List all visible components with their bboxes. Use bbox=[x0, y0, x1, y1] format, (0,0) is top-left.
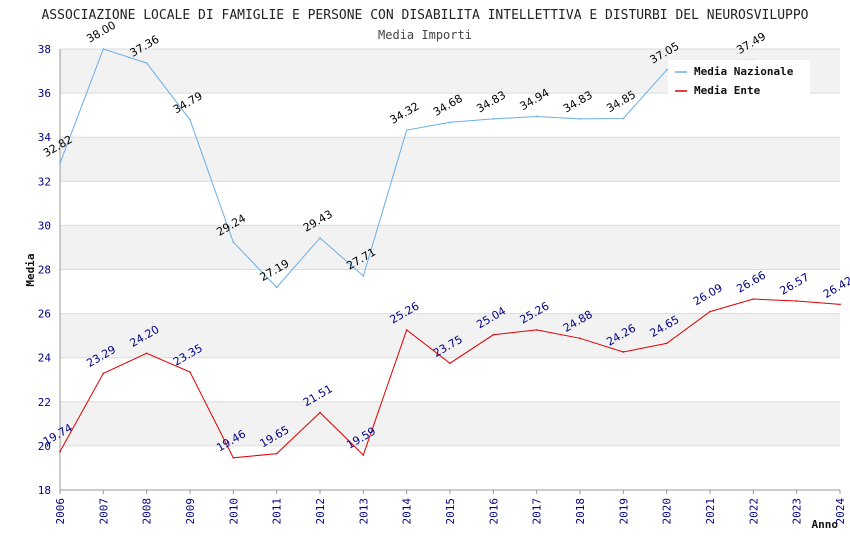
chart-subtitle: Media Importi bbox=[378, 28, 472, 42]
x-tick-label: 2019 bbox=[617, 498, 630, 525]
data-label: 26.57 bbox=[778, 271, 812, 298]
x-tick-label: 2010 bbox=[227, 498, 240, 525]
data-point bbox=[579, 118, 581, 120]
legend-label-ente: Media Ente bbox=[694, 84, 761, 97]
x-tick-label: 2017 bbox=[531, 498, 544, 525]
data-label: 34.32 bbox=[388, 100, 422, 127]
data-point bbox=[102, 372, 105, 375]
data-point bbox=[449, 362, 451, 365]
data-point bbox=[189, 371, 191, 373]
data-label: 34.68 bbox=[431, 92, 465, 119]
axes bbox=[59, 49, 841, 494]
x-tick-label: 2024 bbox=[834, 498, 847, 525]
legend-label-nazionale: Media Nazionale bbox=[694, 65, 794, 78]
x-tick-label: 2014 bbox=[401, 498, 414, 525]
data-point bbox=[145, 62, 148, 64]
data-point bbox=[405, 329, 408, 331]
plot-band bbox=[60, 401, 840, 446]
data-point bbox=[752, 298, 755, 300]
y-tick-label: 28 bbox=[38, 264, 51, 277]
gridlines bbox=[60, 48, 840, 491]
x-tick-label: 2015 bbox=[444, 498, 457, 525]
y-axis-title: Media bbox=[24, 253, 37, 286]
data-point bbox=[319, 411, 321, 414]
data-point bbox=[839, 303, 841, 306]
data-point bbox=[145, 352, 148, 355]
data-point bbox=[492, 333, 495, 336]
x-tick-label: 2022 bbox=[747, 498, 760, 525]
y-tick-label: 38 bbox=[38, 43, 51, 56]
data-label: 26.42 bbox=[821, 274, 850, 301]
data-point bbox=[232, 457, 235, 459]
x-axis-title: Anno bbox=[812, 518, 839, 531]
data-point bbox=[709, 310, 711, 313]
data-point bbox=[59, 162, 61, 165]
plot-band bbox=[60, 313, 840, 358]
y-tick-label: 32 bbox=[38, 175, 51, 188]
data-point bbox=[362, 454, 365, 456]
x-tick-label: 2016 bbox=[487, 498, 500, 524]
y-tick-label: 18 bbox=[38, 484, 51, 497]
plot-bands bbox=[60, 49, 840, 446]
y-tick-label: 26 bbox=[38, 308, 51, 321]
x-tick-label: 2013 bbox=[357, 498, 370, 525]
legend: Media Nazionale Media Ente bbox=[668, 60, 810, 97]
data-point bbox=[665, 69, 668, 71]
y-tick-label: 22 bbox=[38, 396, 51, 409]
y-tick-label: 24 bbox=[38, 352, 52, 365]
data-point bbox=[405, 129, 408, 131]
y-tick-label: 30 bbox=[38, 219, 51, 232]
data-label: 26.09 bbox=[691, 281, 725, 308]
x-tick-label: 2006 bbox=[54, 498, 67, 525]
x-tick-label: 2018 bbox=[574, 498, 587, 525]
data-point bbox=[622, 117, 625, 120]
data-point bbox=[275, 286, 278, 289]
x-tick-label: 2009 bbox=[184, 498, 197, 525]
y-tick-label: 34 bbox=[38, 131, 52, 144]
x-tick-label: 2007 bbox=[97, 498, 110, 525]
data-point bbox=[189, 118, 191, 121]
y-tick-label: 20 bbox=[38, 440, 51, 453]
plot-band bbox=[60, 137, 840, 182]
data-point bbox=[362, 275, 365, 277]
legend-background bbox=[668, 60, 810, 96]
data-point bbox=[665, 342, 668, 345]
plot-band bbox=[60, 225, 840, 270]
data-point bbox=[622, 351, 625, 353]
data-point bbox=[579, 337, 581, 340]
data-point bbox=[232, 241, 235, 243]
x-tick-label: 2012 bbox=[314, 498, 327, 525]
data-point bbox=[795, 300, 798, 302]
data-point bbox=[449, 121, 451, 124]
data-point bbox=[275, 452, 278, 455]
data-point bbox=[535, 329, 538, 331]
x-tick-label: 2023 bbox=[791, 498, 804, 525]
data-point bbox=[535, 115, 538, 118]
data-point bbox=[59, 450, 61, 453]
x-tick-label: 2021 bbox=[704, 498, 717, 525]
data-point bbox=[319, 237, 321, 239]
data-point bbox=[492, 118, 495, 120]
data-point bbox=[102, 48, 105, 50]
chart-title: ASSOCIAZIONE LOCALE DI FAMIGLIE E PERSON… bbox=[41, 8, 808, 23]
data-label: 26.66 bbox=[734, 269, 768, 296]
x-tick-label: 2011 bbox=[271, 498, 284, 525]
y-tick-label: 36 bbox=[38, 87, 51, 100]
x-tick-label: 2008 bbox=[141, 498, 154, 525]
x-tick-label: 2020 bbox=[661, 498, 674, 525]
